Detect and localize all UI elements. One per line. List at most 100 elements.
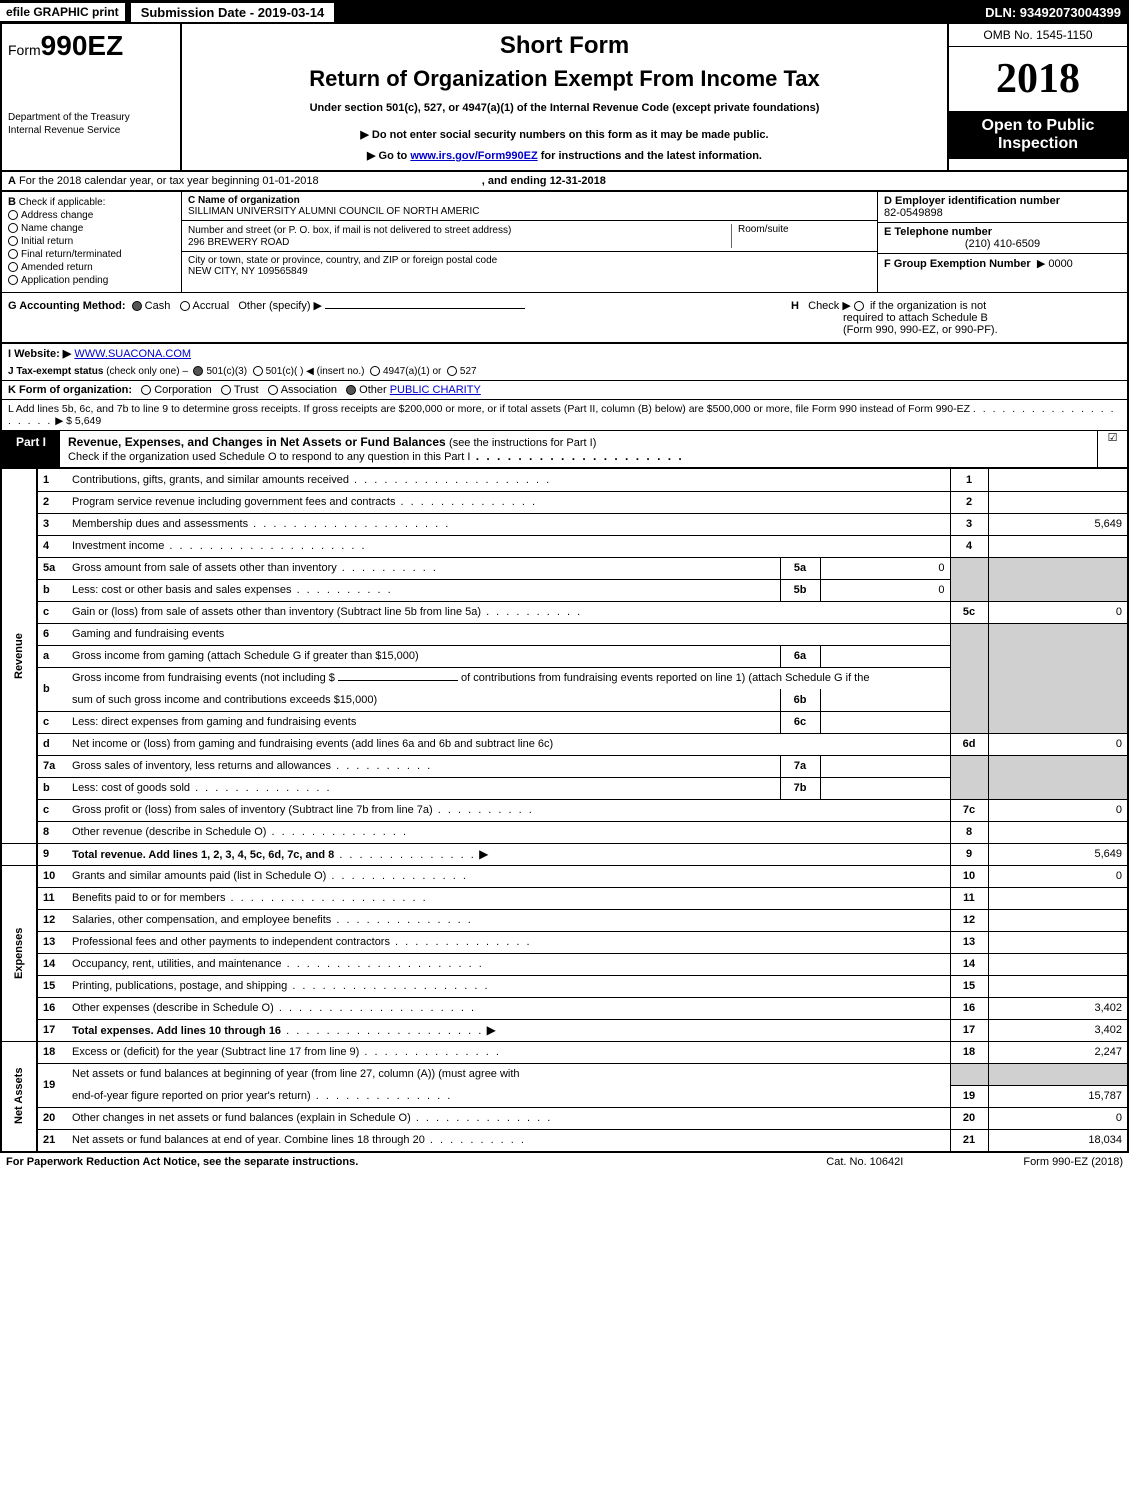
mv-6b [820, 689, 950, 711]
radio-assoc[interactable] [268, 385, 278, 395]
ln-9: 9 [37, 843, 67, 865]
radio-cash[interactable] [132, 301, 142, 311]
mn-5a: 5a [780, 557, 820, 579]
side-expenses: Expenses [1, 865, 37, 1041]
ln-12: 12 [37, 909, 67, 931]
k-other-value[interactable]: PUBLIC CHARITY [390, 384, 481, 396]
d-21: Net assets or fund balances at end of ye… [72, 1134, 425, 1146]
radio-4947[interactable] [370, 366, 380, 376]
part1-title: Revenue, Expenses, and Changes in Net As… [68, 435, 446, 449]
bv-20: 0 [988, 1107, 1128, 1129]
part1-checkbox[interactable]: ☑ [1097, 431, 1127, 467]
cb-application-pending[interactable]: Application pending [8, 275, 175, 286]
shade-7 [950, 755, 988, 799]
d-4: Investment income [72, 540, 164, 552]
footer-left: For Paperwork Reduction Act Notice, see … [6, 1156, 358, 1168]
phone-value: (210) 410-6509 [884, 238, 1121, 250]
under-section: Under section 501(c), 527, or 4947(a)(1)… [190, 102, 939, 114]
bv-18: 2,247 [988, 1041, 1128, 1063]
radio-trust[interactable] [221, 385, 231, 395]
label-b: B [8, 196, 16, 208]
d-10: Grants and similar amounts paid (list in… [72, 870, 326, 882]
goto-link[interactable]: www.irs.gov/Form990EZ [410, 150, 537, 162]
side-revenue: Revenue [1, 469, 37, 843]
d-16: Other expenses (describe in Schedule O) [72, 1002, 274, 1014]
bn-20: 20 [950, 1107, 988, 1129]
bv-21: 18,034 [988, 1129, 1128, 1151]
cb-name-change[interactable]: Name change [8, 223, 175, 234]
radio-corp[interactable] [141, 385, 151, 395]
row-j: J Tax-exempt status (check only one) – 5… [0, 363, 1129, 381]
c-name-label: C Name of organization [188, 195, 871, 206]
shade-6 [950, 623, 988, 733]
ln-6c: c [37, 711, 67, 733]
return-title: Return of Organization Exempt From Incom… [190, 66, 939, 92]
form-num-big: 990EZ [41, 30, 124, 61]
d-17: Total expenses. Add lines 10 through 16 [72, 1025, 281, 1037]
ein-value: 82-0549898 [884, 207, 943, 219]
cb-initial-return[interactable]: Initial return [8, 236, 175, 247]
ln-7b: b [37, 777, 67, 799]
ln-6b: b [37, 667, 67, 711]
bv-2 [988, 491, 1128, 513]
radio-501c3[interactable] [193, 366, 203, 376]
d-ein: D Employer identification number 82-0549… [878, 192, 1127, 223]
row-gh: G Accounting Method: Cash Accrual Other … [0, 292, 1129, 344]
d-9: Total revenue. Add lines 1, 2, 3, 4, 5c,… [72, 849, 334, 861]
mn-7a: 7a [780, 755, 820, 777]
h-text1: if the organization is not [870, 300, 986, 312]
d-1: Contributions, gifts, grants, and simila… [72, 474, 349, 486]
org-name: SILLIMAN UNIVERSITY ALUMNI COUNCIL OF NO… [188, 206, 871, 217]
h-check-label: Check ▶ [808, 300, 851, 312]
part1-tag: Part I [2, 431, 60, 467]
radio-527[interactable] [447, 366, 457, 376]
ln-2: 2 [37, 491, 67, 513]
c-addr-label: Number and street (or P. O. box, if mail… [188, 225, 511, 236]
bv-10: 0 [988, 865, 1128, 887]
bv-16: 3,402 [988, 997, 1128, 1019]
cb-amended-return[interactable]: Amended return [8, 262, 175, 273]
bn-8: 8 [950, 821, 988, 843]
shade-19 [950, 1063, 988, 1085]
bv-9: 5,649 [988, 843, 1128, 865]
cb-address-change[interactable]: Address change [8, 210, 175, 221]
top-bar: efile GRAPHIC print Submission Date - 20… [0, 0, 1129, 24]
open-inspection: Open to Public Inspection [949, 111, 1127, 159]
d-3: Membership dues and assessments [72, 518, 248, 530]
org-city: NEW CITY, NY 109565849 [188, 266, 871, 277]
efile-label: efile GRAPHIC print [0, 3, 125, 21]
short-form-title: Short Form [190, 32, 939, 60]
goto-post: for instructions and the latest informat… [538, 150, 762, 162]
d-7c: Gross profit or (loss) from sales of inv… [72, 804, 433, 816]
cb-final-return[interactable]: Final return/terminated [8, 249, 175, 260]
j-note: (check only one) – [106, 366, 188, 377]
bn-15: 15 [950, 975, 988, 997]
mn-6b: 6b [780, 689, 820, 711]
part1-header: Part I Revenue, Expenses, and Changes in… [0, 430, 1129, 469]
row-a-text: For the 2018 calendar year, or tax year … [19, 175, 319, 187]
ln-5a: 5a [37, 557, 67, 579]
c-city-label: City or town, state or province, country… [188, 255, 871, 266]
radio-other[interactable] [346, 385, 356, 395]
radio-501c[interactable] [253, 366, 263, 376]
mv-5a: 0 [820, 557, 950, 579]
radio-accrual[interactable] [180, 301, 190, 311]
d-5c: Gain or (loss) from sale of assets other… [72, 606, 481, 618]
bn-21: 21 [950, 1129, 988, 1151]
check-if-applicable: Check if applicable: [19, 197, 106, 208]
ln-7c: c [37, 799, 67, 821]
e-phone: E Telephone number (210) 410-6509 [878, 223, 1127, 254]
bv-11 [988, 887, 1128, 909]
bn-13: 13 [950, 931, 988, 953]
h-checkbox[interactable] [854, 301, 864, 311]
bn-18: 18 [950, 1041, 988, 1063]
header-left: Form990EZ Department of the Treasury Int… [2, 24, 182, 170]
side-netassets: Net Assets [1, 1041, 37, 1151]
website-link[interactable]: WWW.SUACONA.COM [74, 348, 191, 360]
row-i: I Website: ▶ WWW.SUACONA.COM [0, 344, 1129, 363]
bn-19: 19 [950, 1085, 988, 1107]
row-a-end: , and ending 12-31-2018 [482, 175, 606, 187]
col-d: D Employer identification number 82-0549… [877, 192, 1127, 292]
mv-6a [820, 645, 950, 667]
k-label: K Form of organization: [8, 384, 132, 396]
